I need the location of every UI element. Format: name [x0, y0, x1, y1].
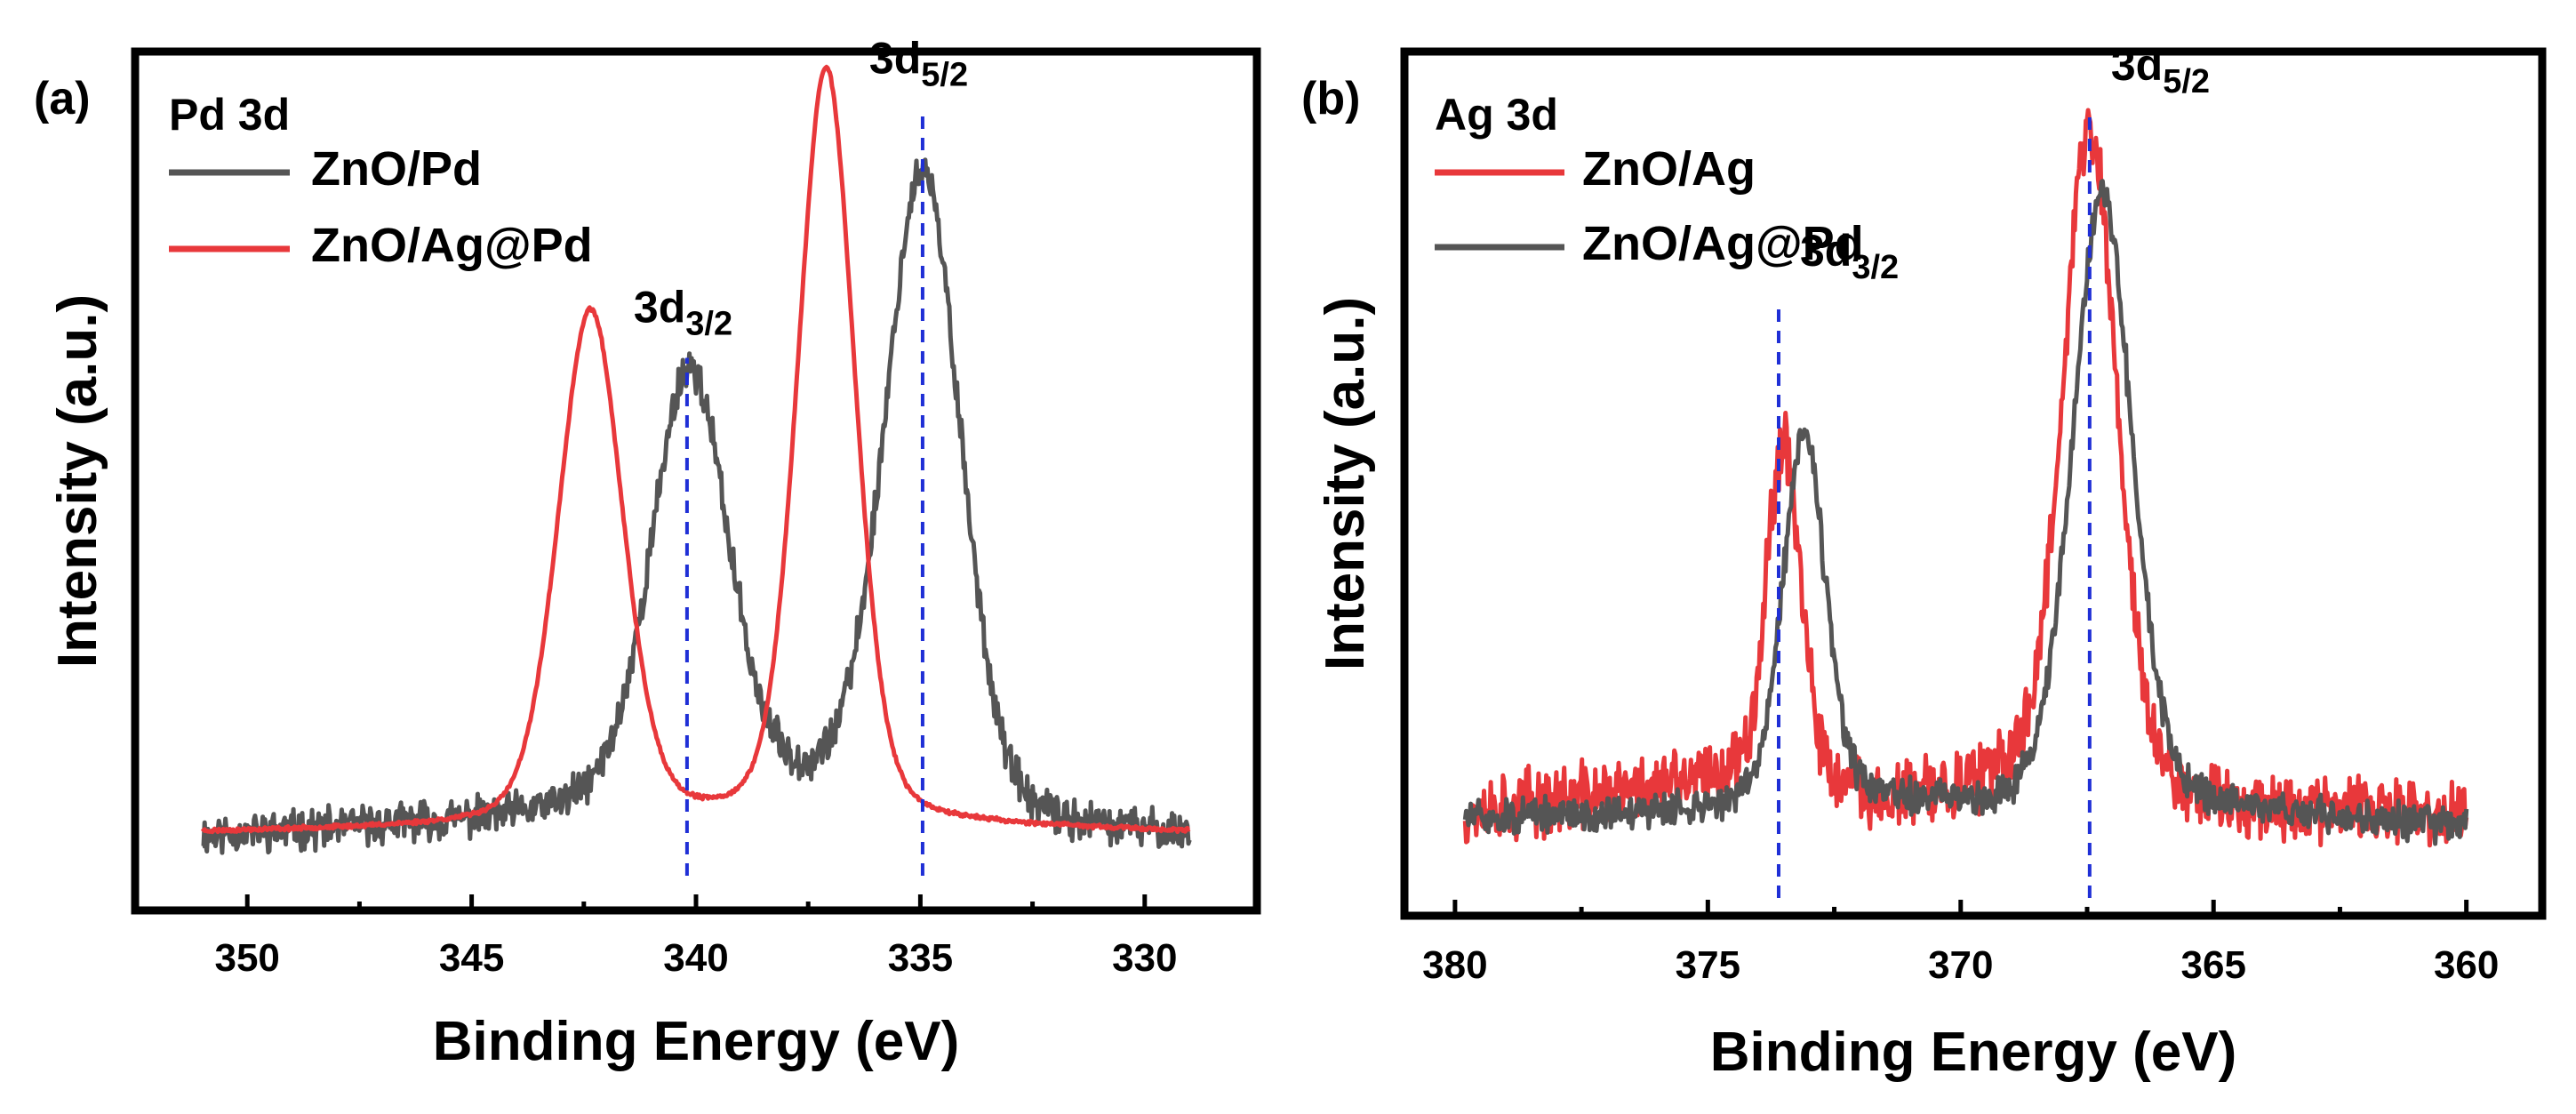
x-tick-label: 335: [888, 936, 953, 980]
x-tick-label: 360: [2434, 943, 2499, 987]
legend-label: ZnO/Ag@Pd: [1582, 217, 1864, 270]
x-tick-label: 375: [1676, 943, 1740, 987]
x-tick-label: 350: [214, 936, 279, 980]
panel-label: (a): [34, 73, 91, 124]
y-axis-label: Intensity (a.u.): [47, 294, 108, 668]
peak-label: 3d3/2: [634, 283, 732, 343]
plot-frame: [1400, 47, 2547, 920]
x-tick-label: 380: [1422, 943, 1487, 987]
panel-b: (b) Ag 3d Binding Energy (eV) Intensity …: [1301, 40, 2547, 1083]
panel-a: (a) Pd 3d Binding Energy (eV) Intensity …: [34, 34, 1261, 1072]
legend-label: ZnO/Pd: [311, 142, 482, 196]
series-line-2: [1462, 179, 2469, 846]
legend-label: ZnO/Ag@Pd: [311, 219, 593, 272]
element-label: Pd 3d: [169, 90, 290, 140]
series-line-2: [200, 64, 1191, 835]
x-tick-label: 370: [1928, 943, 1993, 987]
element-label: Ag 3d: [1435, 90, 1558, 140]
peak-label: 3d3/2: [1800, 226, 1899, 286]
panel-label: (b): [1301, 73, 1360, 124]
x-tick-label: 340: [663, 936, 728, 980]
x-tick-label: 365: [2181, 943, 2246, 987]
y-axis-label: Intensity (a.u.): [1315, 297, 1376, 670]
plot-frame: [131, 47, 1261, 915]
series-line-1: [201, 157, 1192, 855]
x-axis-label: Binding Energy (eV): [1710, 1022, 2236, 1083]
peak-label: 3d5/2: [869, 34, 968, 94]
x-tick-label: 345: [439, 936, 504, 980]
peak-label: 3d5/2: [2111, 40, 2210, 100]
x-axis-label: Binding Energy (eV): [433, 1011, 959, 1072]
x-tick-label: 330: [1112, 936, 1177, 980]
legend-label: ZnO/Ag: [1582, 142, 1756, 196]
